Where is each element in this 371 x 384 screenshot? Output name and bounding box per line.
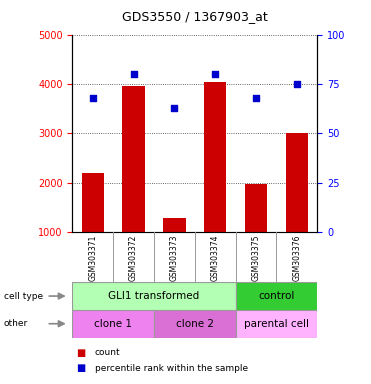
Text: cell type: cell type [4, 291, 43, 301]
Point [131, 71, 137, 77]
Bar [72, 310, 154, 338]
Point [212, 71, 218, 77]
Text: percentile rank within the sample: percentile rank within the sample [95, 364, 248, 373]
Text: GLI1 transformed: GLI1 transformed [108, 291, 200, 301]
Text: control: control [258, 291, 295, 301]
Point [253, 95, 259, 101]
Bar [122, 86, 145, 232]
Text: ■: ■ [76, 363, 85, 373]
Bar [72, 282, 236, 310]
Text: clone 2: clone 2 [176, 319, 214, 329]
Point [90, 95, 96, 101]
Bar [163, 218, 186, 232]
Text: parental cell: parental cell [244, 319, 309, 329]
Text: GSM303372: GSM303372 [129, 235, 138, 281]
Point [171, 105, 177, 111]
Text: other: other [4, 319, 28, 328]
Bar [154, 310, 236, 338]
Text: GSM303376: GSM303376 [292, 235, 301, 281]
Bar [82, 173, 104, 232]
Text: ■: ■ [76, 348, 85, 358]
Bar [236, 310, 317, 338]
Text: GSM303373: GSM303373 [170, 235, 179, 281]
Text: GSM303371: GSM303371 [88, 235, 97, 281]
Bar [204, 81, 226, 232]
Text: GDS3550 / 1367903_at: GDS3550 / 1367903_at [122, 10, 267, 23]
Bar [286, 134, 308, 232]
Text: GSM303374: GSM303374 [211, 235, 220, 281]
Bar [236, 282, 317, 310]
Point [294, 81, 300, 87]
Text: count: count [95, 348, 120, 358]
Text: clone 1: clone 1 [94, 319, 132, 329]
Text: GSM303375: GSM303375 [252, 235, 260, 281]
Bar [245, 184, 267, 232]
